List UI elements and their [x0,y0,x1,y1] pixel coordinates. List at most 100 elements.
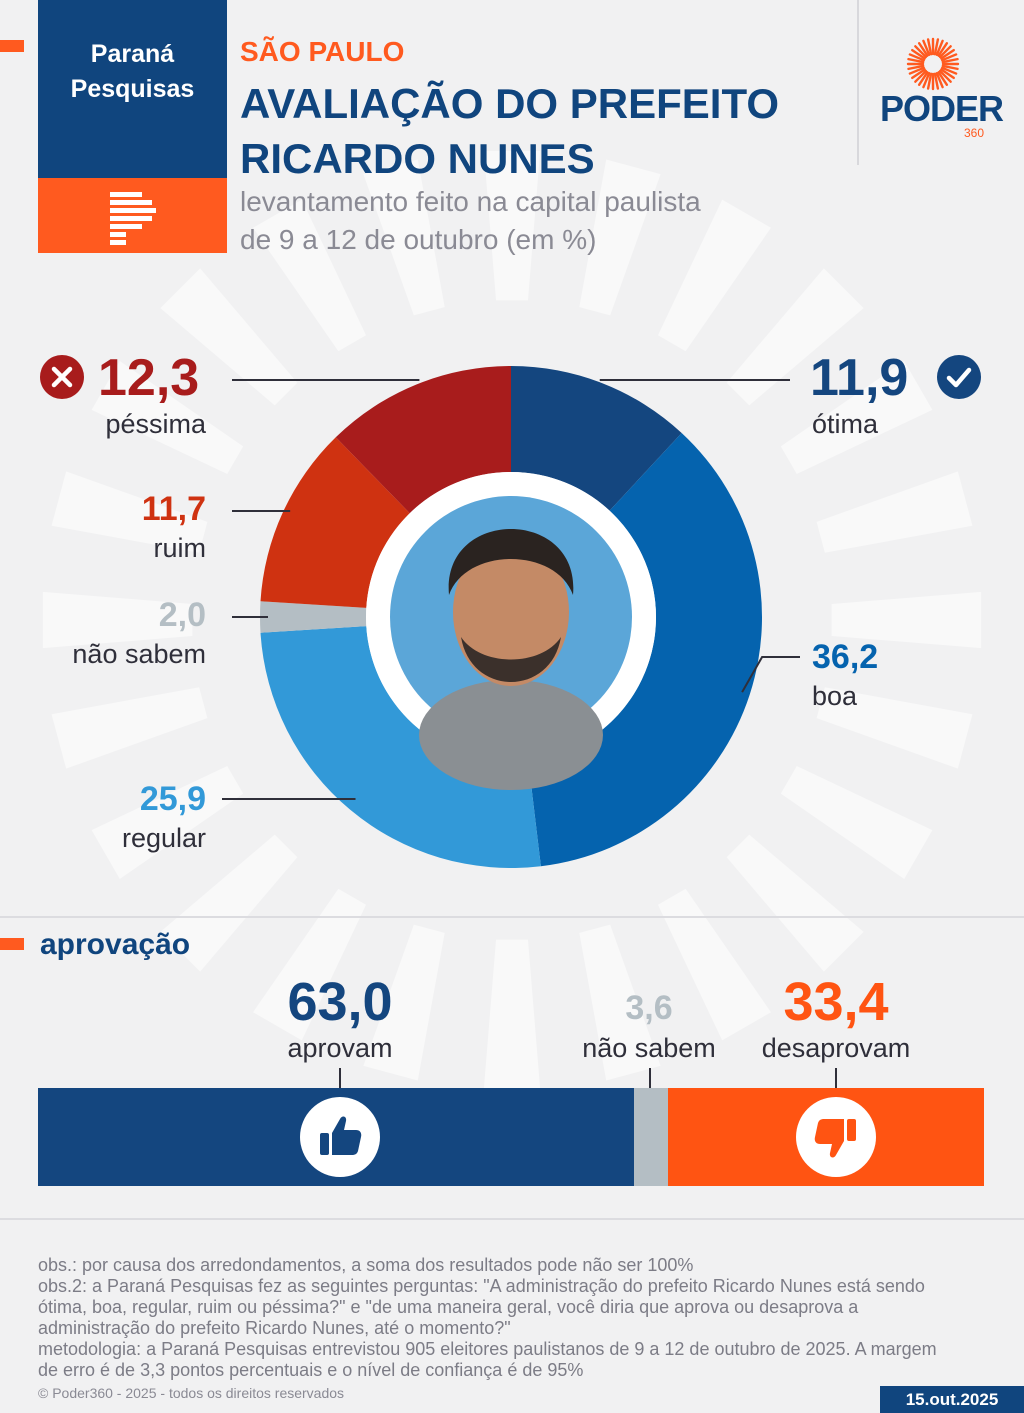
accent-bar [0,40,24,52]
label-aprovam: aprovam [287,1033,393,1063]
burst-ray [51,687,208,769]
sun-ray [935,39,944,56]
burst-ray [51,471,208,553]
sun-ray [914,69,928,83]
check-circle-icon [937,355,981,399]
poder360-sun-icon [906,37,960,91]
burst-ray [657,199,771,352]
note-line: obs.: por causa dos arredondamentos, a s… [38,1255,694,1275]
section-divider [0,916,1024,918]
bar-nao-sabem [633,1088,669,1186]
label-desaprovam: desaprovam [761,1033,911,1063]
value-pessima: 12,3 [98,349,200,407]
burst-ray [253,888,367,1041]
sun-ray [926,38,933,56]
source-logo-mark [38,178,227,253]
thumbs-up-icon [300,1097,380,1177]
sun-ray [937,71,949,86]
value-otima: 11,9 [810,349,909,407]
label-nao-sabem-aprovacao: não sabem [582,1033,716,1063]
brand-divider [857,0,859,165]
sun-ray [926,72,933,90]
donut-slice-nao-sabem [260,601,367,633]
sun-ray [933,38,940,56]
sun-ray [941,64,959,71]
note-line: obs.2: a Paraná Pesquisas fez as seguint… [38,1276,925,1296]
note-line: metodologia: a Paraná Pesquisas entrevis… [38,1339,937,1359]
sun-ray [937,42,949,57]
source-name-line2: Pesquisas [70,75,195,103]
note-line: ótima, boa, regular, ruim ou péssima?" e… [38,1297,859,1317]
value-ruim: 11,7 [141,490,206,528]
photo-face [453,538,569,686]
photo-beard [461,637,561,682]
tick-desaprovam [835,1068,837,1088]
sun-ray [907,64,925,71]
sun-ray [911,48,926,60]
burst-ray [579,924,661,1081]
thumbs-down-icon [796,1097,877,1177]
label-boa: boa [812,681,858,711]
burst-ray [816,687,973,769]
burst-ray [726,268,864,406]
sun-ray [914,45,928,59]
date-badge: 15.out.2025 [880,1386,1024,1413]
donut-slice-regular [260,626,541,868]
sun-ray [941,66,958,75]
sun-ray [922,39,931,56]
section-divider [0,1218,1024,1220]
value-aprovam: 63,0 [287,972,393,1032]
brand-name: PODER [880,88,1004,129]
tick-nao-sabem [649,1068,651,1088]
sun-ray [911,68,926,80]
sun-ray [908,53,925,62]
sun-ray [917,71,929,86]
photo-hair [448,529,574,595]
label-otima: ótima [812,409,879,439]
brand-number: 360 [964,126,985,140]
source-name-line1: Paraná [90,40,175,68]
note-line: de erro é de 3,3 pontos percentuais e o … [38,1360,584,1380]
sun-ray [940,48,955,60]
sun-ray [941,57,959,64]
donut-slice-ruim [260,437,410,608]
parana-pesquisas-logo-icon [110,192,156,245]
bar-desaprovam [668,1088,984,1186]
sun-ray [922,72,931,89]
page-title-line1: AVALIAÇÃO DO PREFEITO [240,80,780,127]
label-nao-sabem: não sabem [72,639,206,669]
burst-ray [726,834,864,972]
burst-ray [831,591,982,649]
label-regular: regular [121,823,206,853]
photo-shoulders [419,680,603,790]
burst-ray [363,924,445,1081]
label-pessima: péssima [105,409,206,439]
sun-ray [907,57,925,64]
sun-ray [933,72,940,90]
sun-ray [938,45,952,59]
burst-ray [253,199,367,352]
value-desaprovam: 33,4 [783,972,889,1032]
sun-ray [917,42,929,57]
source-logo-box: Paraná Pesquisas [38,0,227,253]
copyright: © Poder360 - 2025 - todos os direitos re… [38,1385,345,1401]
kicker: SÃO PAULO [240,36,405,67]
value-regular: 25,9 [139,780,206,818]
burst-ray [483,150,541,301]
subtitle-line1: levantamento feito na capital paulista [240,186,701,217]
tick-aprovam [339,1068,341,1088]
sun-ray [940,68,955,80]
burst-ray [816,471,973,553]
approval-stacked-bar [38,1088,984,1186]
burst-ray [780,361,933,475]
sun-ray [941,53,958,62]
burst-ray [160,834,298,972]
burst-ray [780,765,933,879]
page-title-line2: RICARDO NUNES [240,135,595,182]
accent-bar [0,938,24,950]
burst-ray [657,888,771,1041]
subtitle-line2: de 9 a 12 de outubro (em %) [240,224,597,255]
label-ruim: ruim [153,533,207,563]
